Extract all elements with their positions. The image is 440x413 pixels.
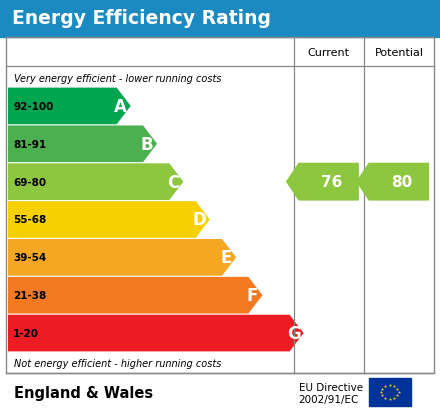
Text: Energy Efficiency Rating: Energy Efficiency Rating [12,9,271,28]
Text: E: E [220,249,232,267]
Polygon shape [8,88,131,125]
Polygon shape [8,277,262,314]
Text: A: A [114,98,127,116]
Text: 1-20: 1-20 [13,328,39,338]
Text: 80: 80 [391,175,412,190]
Polygon shape [8,202,210,238]
Text: G: G [287,324,301,342]
Text: Very energy efficient - lower running costs: Very energy efficient - lower running co… [14,74,221,84]
Bar [0,0,440,38]
Text: Current: Current [308,48,350,58]
Text: 39-54: 39-54 [13,253,46,263]
Text: 2002/91/EC: 2002/91/EC [299,394,359,404]
Text: 92-100: 92-100 [13,102,53,112]
Polygon shape [8,164,183,200]
Text: Potential: Potential [374,48,423,58]
Text: Not energy efficient - higher running costs: Not energy efficient - higher running co… [14,358,221,368]
Text: EU Directive: EU Directive [299,382,363,392]
Text: B: B [141,135,154,153]
Text: England & Wales: England & Wales [14,386,153,401]
Text: C: C [167,173,180,191]
Text: 55-68: 55-68 [13,215,46,225]
Bar [369,378,411,406]
Polygon shape [8,315,304,351]
Text: D: D [193,211,207,229]
Polygon shape [286,163,359,201]
Text: 81-91: 81-91 [13,140,46,150]
Text: 69-80: 69-80 [13,177,46,187]
Polygon shape [8,126,157,163]
Polygon shape [356,163,429,201]
Text: 76: 76 [321,175,342,190]
Text: 21-38: 21-38 [13,290,46,301]
Bar [6,38,434,373]
Polygon shape [8,240,236,276]
Text: F: F [247,287,258,304]
